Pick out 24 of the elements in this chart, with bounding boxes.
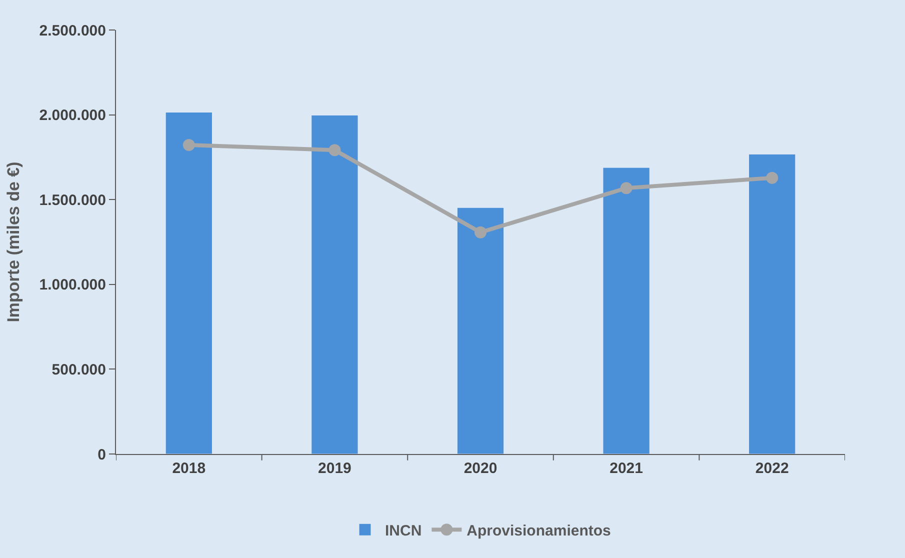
bar	[311, 114, 358, 454]
x-tick-label: 2021	[610, 460, 643, 477]
legend-label: Aprovisionamientos	[466, 522, 611, 540]
point	[620, 182, 632, 194]
x-tick-label: 2022	[755, 460, 789, 477]
y-tick-label: 2.500.000	[39, 22, 106, 40]
y-tick-label: 2.000.000	[39, 107, 106, 124]
x-tick-label: 2020	[464, 460, 498, 477]
y-tick-label: 1.500.000	[39, 192, 106, 209]
x-tick-label: 2019	[318, 460, 352, 477]
y-tick-label: 0	[98, 446, 106, 464]
x-tick-label: 2018	[172, 460, 206, 477]
point	[328, 144, 341, 156]
bar	[165, 112, 212, 454]
point	[474, 226, 486, 238]
point	[766, 172, 778, 184]
legend-label: INCN	[385, 522, 422, 540]
point	[182, 138, 195, 151]
bar	[456, 207, 504, 454]
y-tick-label: 1.000.000	[39, 276, 106, 294]
y-axis-title: Importe (miles de €)	[4, 162, 23, 322]
bar	[748, 154, 796, 454]
bar	[602, 167, 650, 454]
y-tick-label: 500.000	[52, 361, 106, 378]
